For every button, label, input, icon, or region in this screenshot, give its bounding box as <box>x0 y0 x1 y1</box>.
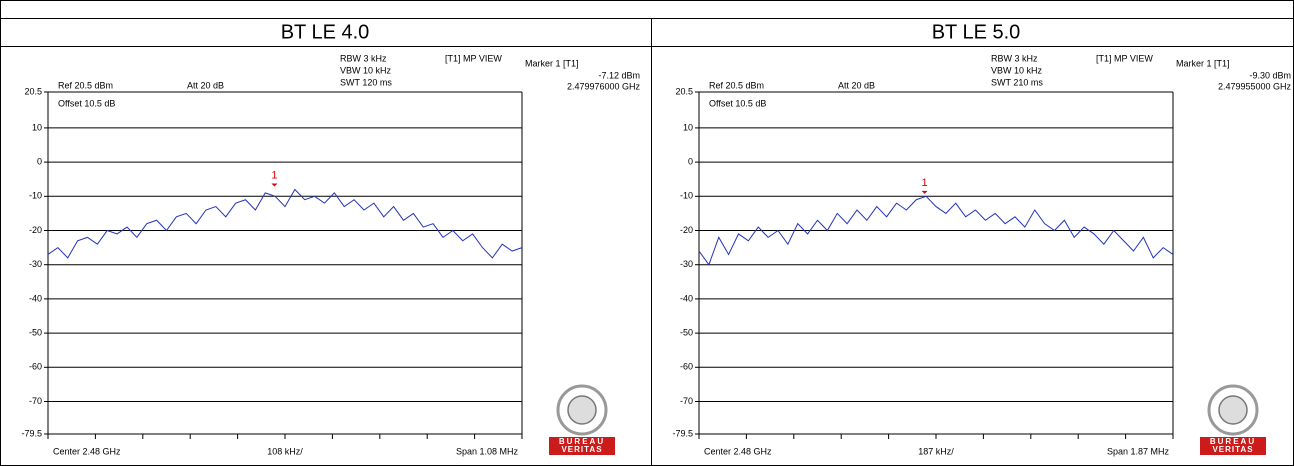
span: Span 1.87 MHz <box>1107 446 1170 456</box>
logo-text: BUREAU <box>1210 437 1256 446</box>
vbw: VBW 10 kHz <box>340 65 392 75</box>
y-tick-label: -70 <box>680 396 693 406</box>
vbw: VBW 10 kHz <box>991 65 1043 75</box>
marker-label: 1 <box>271 169 277 181</box>
marker-freq: 2.479976000 GHz <box>567 81 641 91</box>
marker <box>271 183 278 187</box>
view: [T1] MP VIEW <box>445 53 502 63</box>
y-tick-label: -50 <box>29 327 42 337</box>
y-tick-label: -20 <box>680 225 693 235</box>
y-tick-label: 10 <box>683 122 693 132</box>
logo-text: VERITAS <box>561 445 602 454</box>
y-tick-label: -79.5 <box>21 428 42 438</box>
offset: Offset 10.5 dB <box>58 98 115 108</box>
y-tick-label: -40 <box>29 293 42 303</box>
marker <box>921 190 928 194</box>
per-div: 187 kHz/ <box>918 446 954 456</box>
y-tick-label: -20 <box>29 225 42 235</box>
cell-title: BT LE 4.0 <box>281 21 370 43</box>
y-tick-label: -40 <box>680 293 693 303</box>
y-tick-label: 20.5 <box>675 86 693 96</box>
ref: Ref 20.5 dBm <box>709 80 764 90</box>
y-tick-label: 0 <box>37 156 42 166</box>
logo-text: VERITAS <box>1212 445 1253 454</box>
center: Center 2.48 GHz <box>704 446 772 456</box>
marker-level: -7.12 dBm <box>598 70 640 80</box>
ref: Ref 20.5 dBm <box>58 80 113 90</box>
att: Att 20 dB <box>187 80 224 90</box>
logo-box <box>549 437 615 455</box>
logo-box <box>1200 437 1266 455</box>
cell-title: BT LE 5.0 <box>932 21 1021 43</box>
logo-text: BUREAU <box>559 437 605 446</box>
marker-title: Marker 1 [T1] <box>525 58 579 68</box>
span: Span 1.08 MHz <box>456 446 519 456</box>
trace <box>47 188 523 259</box>
view: [T1] MP VIEW <box>1096 53 1153 63</box>
offset: Offset 10.5 dB <box>709 98 766 108</box>
marker-level: -9.30 dBm <box>1249 70 1291 80</box>
rbw: RBW 3 kHz <box>340 53 387 63</box>
logo-emblem <box>1218 395 1248 425</box>
trace <box>698 195 1174 266</box>
y-tick-label: -30 <box>29 259 42 269</box>
y-tick-label: -79.5 <box>672 428 693 438</box>
y-tick-label: -10 <box>680 191 693 201</box>
y-tick-label: -60 <box>680 362 693 372</box>
logo-emblem <box>567 395 597 425</box>
y-tick-label: -70 <box>29 396 42 406</box>
y-tick-label: -10 <box>29 191 42 201</box>
y-tick-label: -50 <box>680 327 693 337</box>
y-tick-label: 0 <box>688 156 693 166</box>
marker-freq: 2.479955000 GHz <box>1218 81 1292 91</box>
rbw: RBW 3 kHz <box>991 53 1038 63</box>
att: Att 20 dB <box>838 80 875 90</box>
marker-label: 1 <box>922 177 928 189</box>
y-tick-label: 10 <box>32 122 42 132</box>
y-tick-label: 20.5 <box>24 86 42 96</box>
per-div: 108 kHz/ <box>267 446 303 456</box>
swt: SWT 210 ms <box>991 77 1043 87</box>
swt: SWT 120 ms <box>340 77 392 87</box>
y-tick-label: -30 <box>680 259 693 269</box>
y-tick-label: -60 <box>29 362 42 372</box>
center: Center 2.48 GHz <box>53 446 121 456</box>
marker-title: Marker 1 [T1] <box>1176 58 1230 68</box>
